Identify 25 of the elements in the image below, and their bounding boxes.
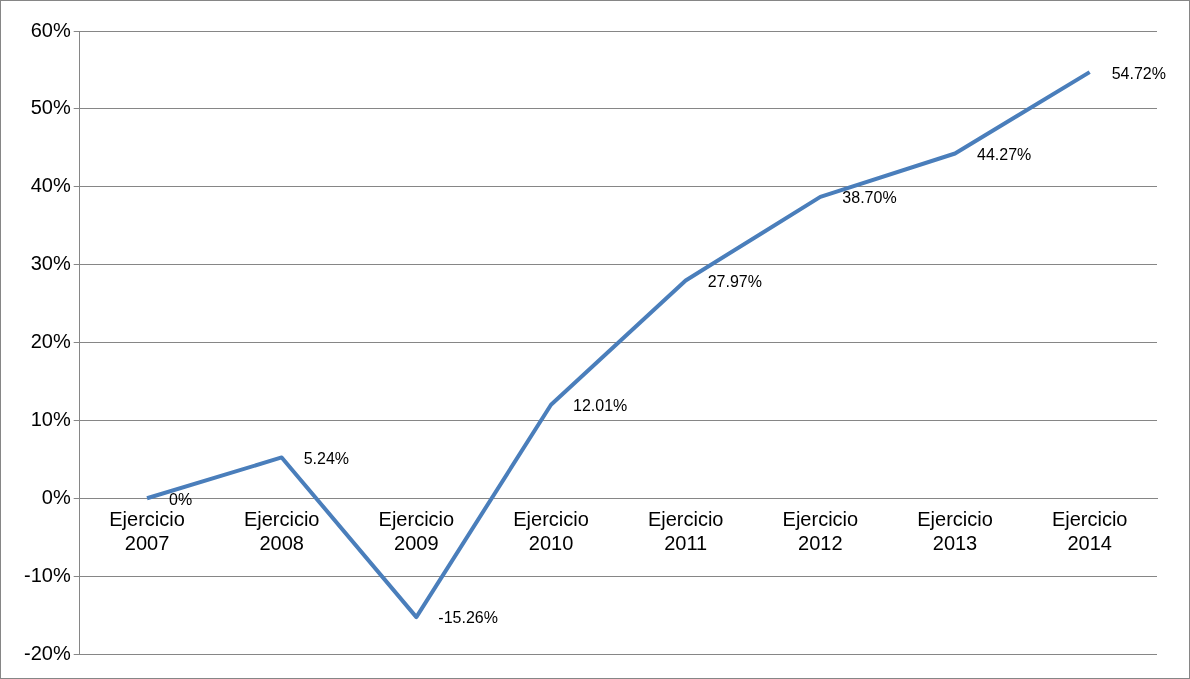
y-tick-label: 30%	[30, 252, 71, 275]
y-tick-label: 20%	[30, 330, 71, 353]
x-tick-label: Ejercicio 2014	[1051, 507, 1128, 554]
x-tick-label: Ejercicio 2012	[782, 507, 859, 554]
x-tick-label: Ejercicio 2008	[243, 507, 320, 554]
y-tick-label: 0%	[41, 485, 71, 508]
data-label: 0%	[169, 490, 193, 508]
data-label: -15.26%	[438, 609, 498, 627]
x-tick-label: Ejercicio 2011	[647, 507, 724, 554]
y-tick-label: 10%	[30, 407, 71, 430]
x-tick-label: Ejercicio 2009	[378, 507, 455, 554]
x-tick-label: Ejercicio 2007	[109, 507, 185, 554]
x-tick-label: Ejercicio 2010	[513, 507, 589, 554]
y-tick-label: 40%	[30, 174, 71, 197]
data-label: 54.72%	[1111, 64, 1166, 82]
x-tick-label: Ejercicio 2013	[917, 507, 993, 554]
data-label: 12.01%	[573, 397, 628, 415]
data-label: 38.70%	[842, 189, 897, 207]
y-tick-label: -10%	[23, 563, 71, 586]
y-tick-label: 60%	[30, 18, 71, 41]
data-label: 5.24%	[303, 449, 350, 467]
y-tick-label: -20%	[23, 641, 71, 664]
y-tick-label: 50%	[30, 96, 71, 119]
data-label: 27.97%	[707, 272, 762, 290]
data-label: 44.27%	[977, 145, 1032, 163]
